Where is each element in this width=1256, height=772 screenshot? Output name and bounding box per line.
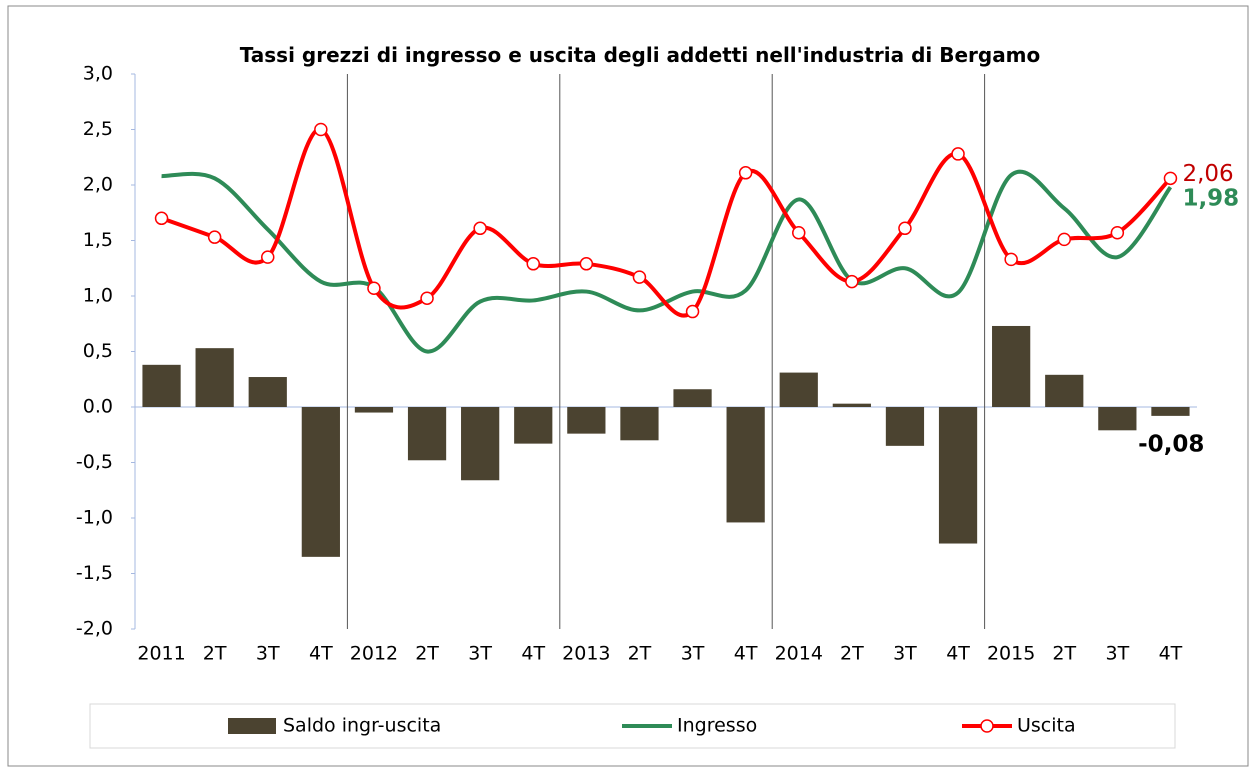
bar [726,407,765,523]
legend-label: Saldo ingr-uscita [283,715,441,737]
marker [685,304,700,319]
marker [473,221,487,236]
y-tick-label: 0,5 [83,340,113,362]
y-tick-label: -1,5 [76,562,113,584]
marker [154,211,169,226]
y-tick-label: 0.0 [83,396,113,418]
bar [142,364,181,407]
x-tick-label: 3T [681,643,705,665]
x-tick-label: 2T [628,643,652,665]
bar [301,407,340,557]
legend-box [89,703,1176,749]
legend-label: Uscita [1017,715,1076,737]
marker [1057,232,1071,247]
bar [885,407,925,446]
bar [779,372,818,407]
marker [1110,225,1125,240]
x-tick-label: 2T [203,643,227,665]
bar [407,407,447,461]
bar [938,407,978,544]
x-tick-label: 4T [734,643,758,665]
marker [420,291,434,305]
line [161,169,1173,354]
bar [1045,374,1084,407]
y-tick-label: -2,0 [76,618,113,640]
bar [195,348,234,407]
x-tick-label: 3T [468,643,492,665]
x-tick-label: 2015 [987,643,1035,665]
x-tick-label: 2013 [562,643,610,665]
marker [367,281,381,295]
marker [845,274,859,289]
y-tick-label: 2,0 [83,174,113,196]
bar [514,407,553,444]
bar [567,407,606,434]
bar [461,407,500,481]
legend-label: Ingresso [677,715,757,737]
y-tick-label: 1,0 [83,285,113,307]
marker [579,257,594,271]
x-tick-label: 2012 [350,643,398,665]
bar [1151,407,1190,416]
bar [992,325,1031,407]
bar [354,407,394,413]
x-tick-label: 3T [1105,643,1129,665]
y-tick-label: -1,0 [76,507,113,529]
legend-swatch [228,718,276,734]
bar [1098,407,1137,431]
data-label: 2,06 [1182,161,1233,187]
x-tick-label: 2T [840,643,864,665]
marker [738,166,753,180]
marker [314,122,328,137]
y-tick-label: 3,0 [83,63,113,85]
marker [792,225,806,240]
y-tick-label: 1,5 [83,229,113,251]
bar [673,389,712,407]
x-tick-label: 2014 [775,643,823,665]
y-tick-label: 2,5 [83,118,113,140]
x-tick-label: 2011 [137,643,185,665]
x-tick-label: 2T [415,643,439,665]
legend-marker [980,719,994,733]
marker [632,270,647,284]
bar [620,407,659,441]
data-label: 1,98 [1182,186,1239,212]
x-tick-label: 4T [946,643,970,665]
data-label: -0,08 [1138,432,1204,458]
y-tick-label: -0,5 [76,451,113,473]
marker [1004,252,1018,267]
x-tick-label: 3T [256,643,280,665]
x-tick-label: 4T [521,643,545,665]
x-tick-label: 3T [893,643,917,665]
bar [832,403,871,407]
bar [248,377,287,407]
x-tick-label: 4T [1159,643,1183,665]
chart-title: Tassi grezzi di ingresso e uscita degli … [239,43,1041,67]
marker [526,257,540,271]
marker [1163,171,1178,186]
chart-border [7,5,1249,767]
marker [261,250,275,264]
marker [898,221,912,236]
x-tick-label: 2T [1052,643,1076,665]
x-tick-label: 4T [309,643,333,665]
marker [207,230,222,244]
marker [951,147,965,161]
line [160,127,1172,318]
